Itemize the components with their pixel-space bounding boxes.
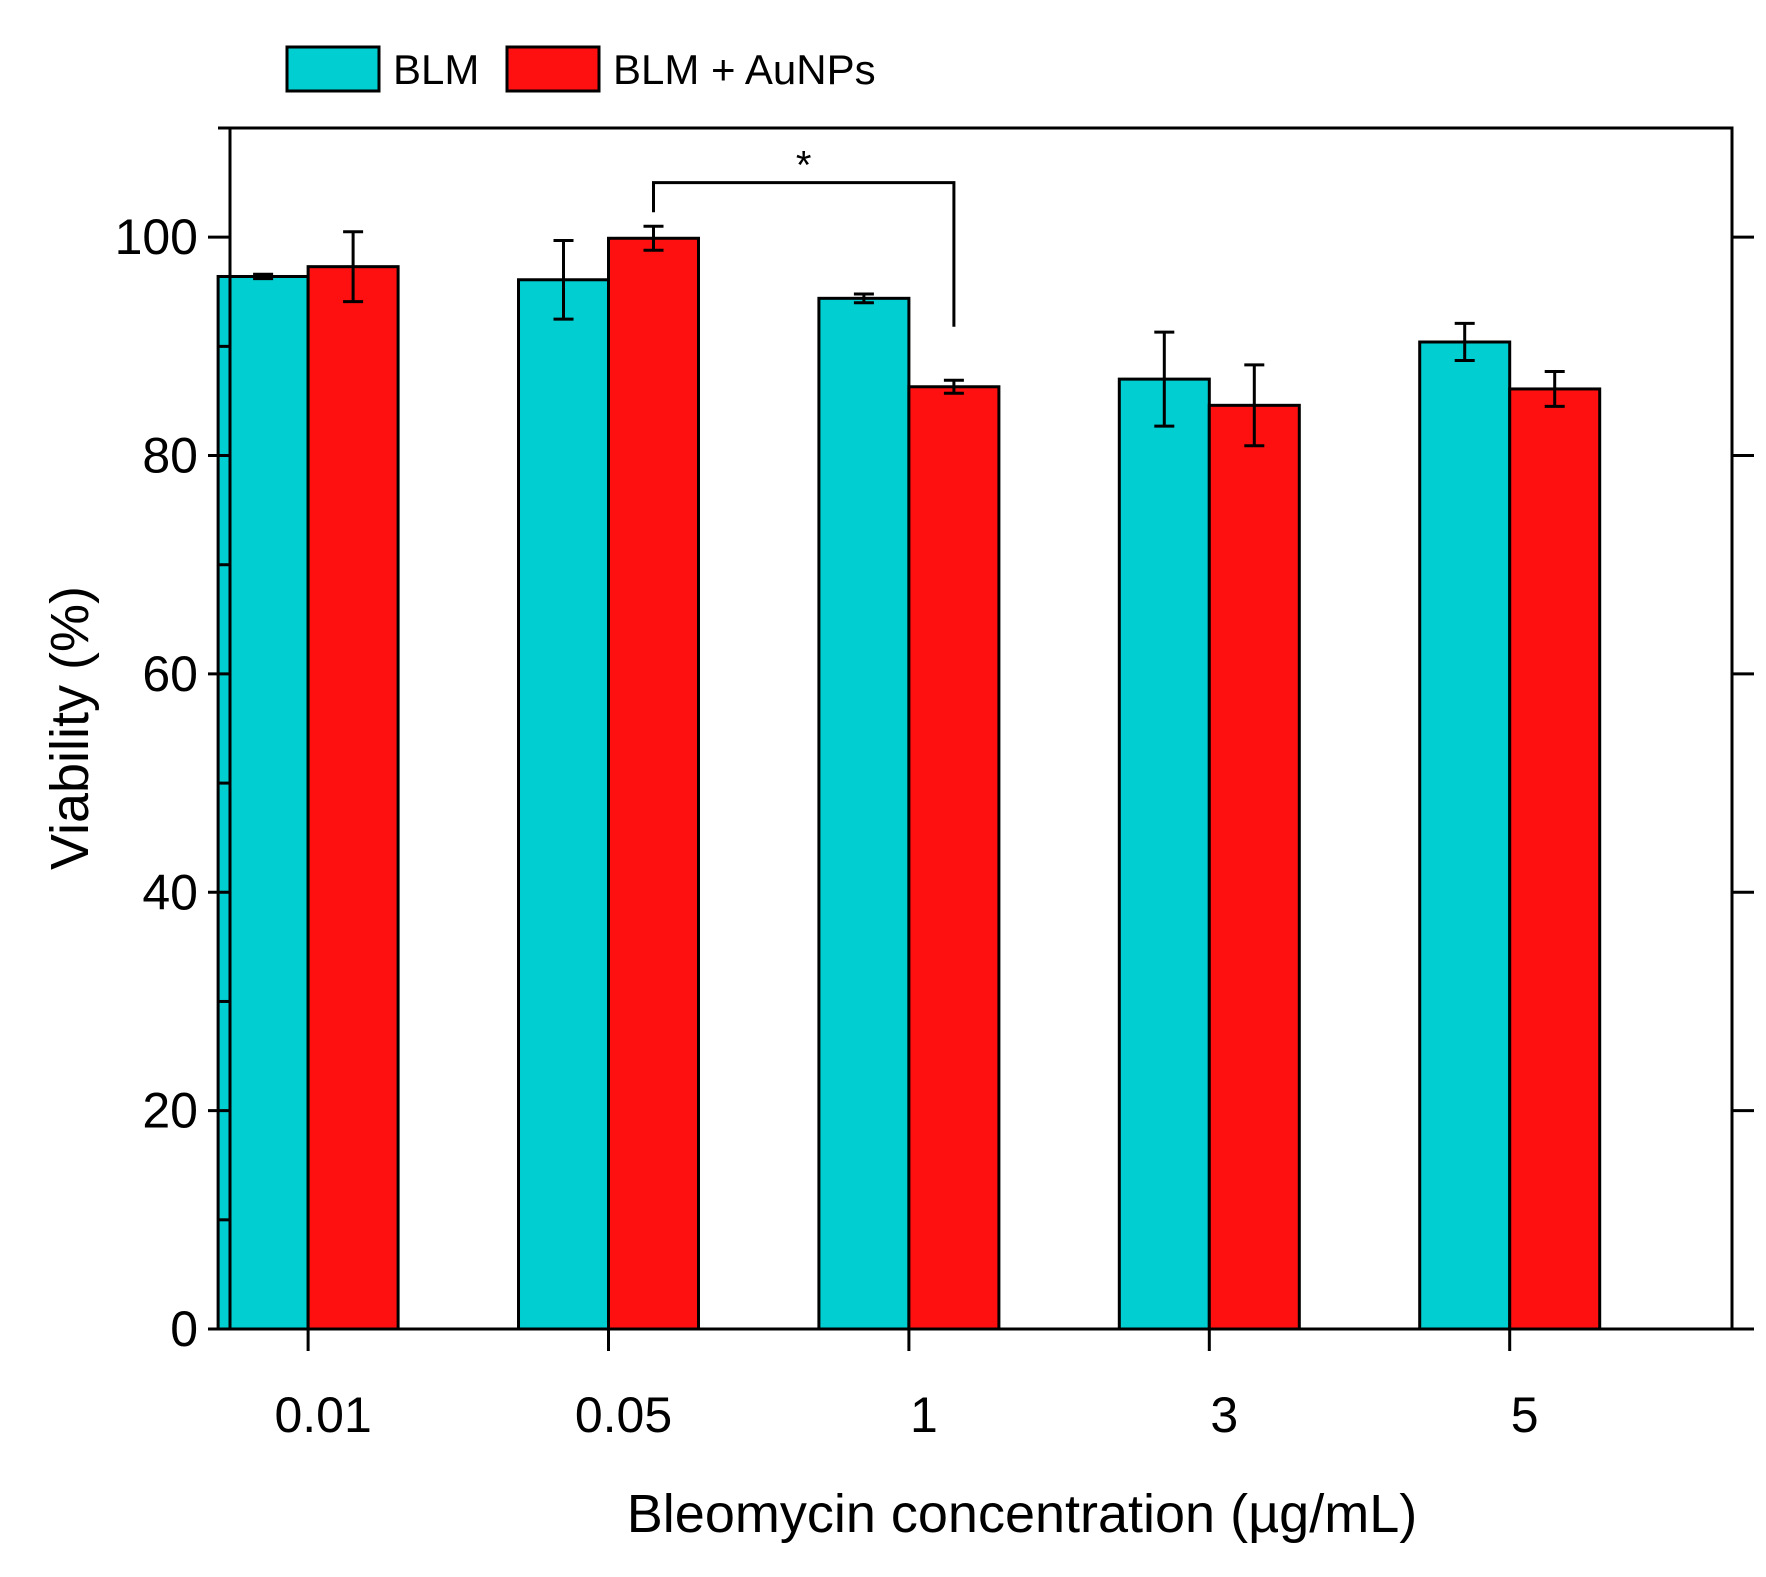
bar-blm-0.01 [216, 274, 310, 1331]
bar-blm-5 [1418, 340, 1512, 1331]
plot-frame [228, 126, 1734, 1331]
bar-blm-3 [1117, 377, 1211, 1331]
bar-blm-aunps-0.05 [607, 236, 701, 1331]
y-tick-label-0: 0 [170, 1301, 198, 1357]
x-tick-label-1: 1 [910, 1387, 938, 1443]
y-axis-title: Viability (%) [40, 586, 100, 870]
bars-layer [216, 236, 1602, 1331]
legend-swatch-blm [285, 45, 381, 93]
bar-blm-aunps-5 [1508, 387, 1602, 1331]
x-axis-title: Bleomycin concentration (µg/mL) [627, 1484, 1417, 1544]
legend-label-blm: BLM [393, 46, 479, 93]
y-tick-label-40: 40 [142, 864, 198, 920]
bar-blm-aunps-1 [907, 385, 1001, 1331]
x-tick-label-5: 5 [1511, 1387, 1539, 1443]
axes-layer: 0 20 40 60 80 100 0.01 0.05 1 3 5 [115, 126, 1754, 1443]
legend-swatch-blm-aunps [505, 45, 601, 93]
bar-blm-1 [817, 296, 911, 1331]
significance-marker: * [796, 144, 812, 188]
x-tick-label-0.01: 0.01 [274, 1387, 371, 1443]
y-tick-label-100: 100 [115, 209, 198, 265]
x-tick-label-0.05: 0.05 [575, 1387, 672, 1443]
legend-label-blm-aunps: BLM + AuNPs [613, 46, 876, 93]
bar-blm-0.05 [517, 278, 611, 1331]
legend: BLM BLM + AuNPs [285, 45, 876, 93]
error-bars-layer [253, 224, 1565, 448]
bar-blm-aunps-0.01 [306, 265, 400, 1331]
y-tick-label-20: 20 [142, 1083, 198, 1139]
annotation-layer: * [652, 144, 956, 327]
y-tick-label-80: 80 [142, 428, 198, 484]
bar-blm-aunps-3 [1207, 403, 1301, 1331]
x-tick-label-3: 3 [1210, 1387, 1238, 1443]
y-tick-label-60: 60 [142, 646, 198, 702]
significance-bracket [652, 181, 956, 327]
